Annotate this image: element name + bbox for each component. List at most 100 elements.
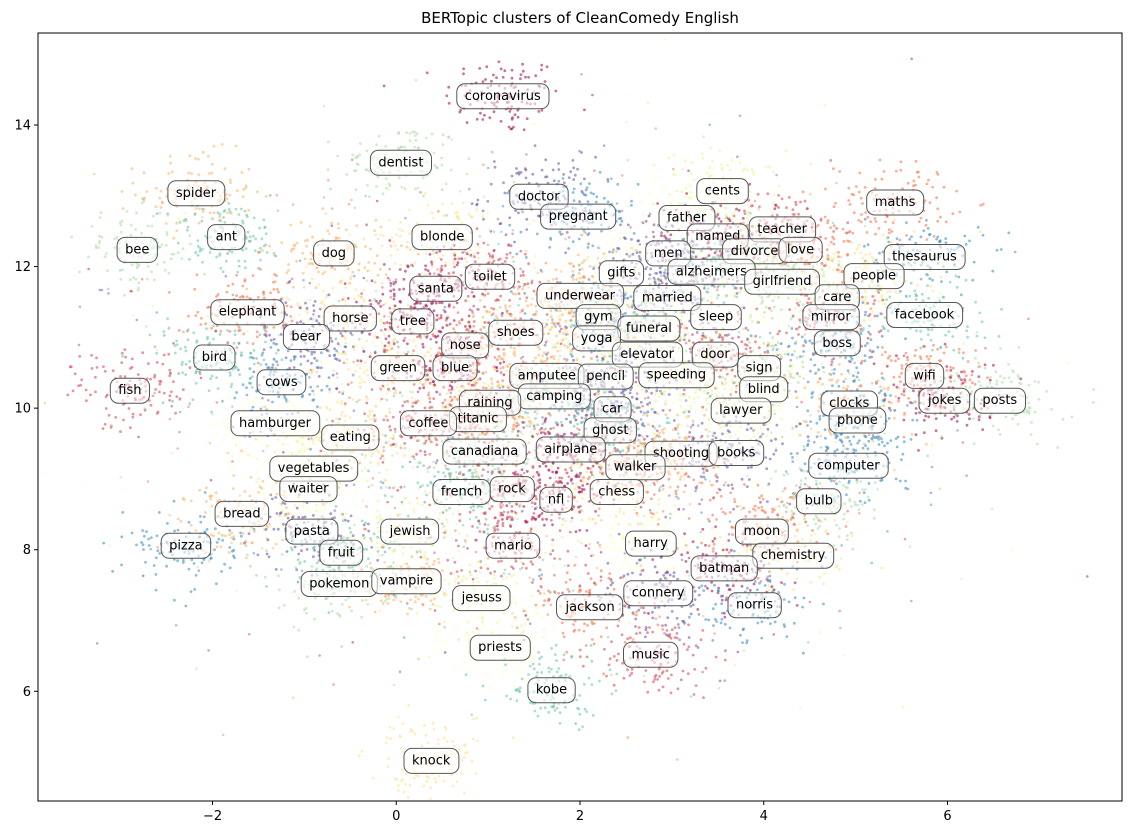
scatter-point: [326, 229, 330, 233]
scatter-point: [152, 214, 155, 218]
scatter-point: [551, 168, 555, 172]
scatter-point: [510, 68, 514, 72]
scatter-point: [951, 335, 955, 338]
scatter-point: [559, 232, 563, 236]
scatter-point: [310, 361, 313, 365]
scatter-point: [356, 363, 359, 367]
scatter-point: [479, 328, 483, 332]
scatter-point: [545, 65, 549, 69]
scatter-point: [641, 253, 645, 256]
scatter-point: [268, 244, 271, 248]
scatter-point: [684, 349, 688, 353]
scatter-point: [746, 300, 750, 304]
scatter-point: [428, 253, 432, 256]
scatter-point: [758, 205, 761, 209]
scatter-point: [434, 301, 438, 305]
scatter-point: [800, 335, 804, 339]
scatter-point: [952, 348, 956, 352]
scatter-point: [1000, 307, 1003, 311]
scatter-point: [446, 392, 449, 395]
scatter-point: [723, 294, 726, 298]
scatter-point: [672, 199, 676, 203]
scatter-point: [197, 157, 200, 161]
scatter-point: [925, 218, 928, 222]
scatter-point: [731, 336, 734, 340]
scatter-point: [752, 305, 755, 309]
scatter-point: [606, 241, 610, 245]
scatter-point: [855, 375, 859, 379]
scatter-point: [831, 258, 834, 262]
scatter-point: [467, 321, 471, 324]
scatter-point: [243, 209, 247, 213]
scatter-point: [380, 321, 384, 324]
scatter-point: [841, 270, 845, 273]
scatter-point: [685, 326, 689, 330]
scatter-point: [389, 289, 393, 293]
scatter-point: [786, 352, 790, 356]
scatter-point: [801, 190, 805, 194]
scatter-point: [895, 237, 899, 241]
scatter-point: [341, 389, 345, 393]
scatter-point: [472, 304, 476, 308]
scatter-point: [98, 239, 102, 243]
scatter-point: [688, 190, 692, 194]
scatter-point: [526, 282, 530, 286]
scatter-point: [490, 79, 493, 83]
scatter-point: [964, 243, 968, 246]
scatter-point: [784, 149, 788, 153]
scatter-point: [564, 263, 567, 267]
scatter-point: [292, 247, 296, 251]
scatter-point: [586, 246, 590, 249]
scatter-point: [821, 366, 825, 369]
scatter-point: [328, 354, 332, 358]
scatter-point: [712, 167, 716, 170]
scatter-point: [167, 271, 171, 275]
scatter-point: [868, 356, 872, 359]
scatter-point: [136, 264, 140, 268]
scatter-point: [883, 316, 887, 319]
scatter-point: [98, 216, 102, 219]
scatter-point: [859, 196, 863, 200]
scatter-point: [398, 268, 402, 271]
scatter-point: [317, 283, 321, 286]
scatter-point: [628, 287, 632, 291]
scatter-point: [717, 293, 720, 297]
scatter-point: [295, 321, 299, 325]
scatter-point: [963, 234, 967, 238]
scatter-point: [181, 247, 185, 251]
scatter-point: [508, 110, 512, 113]
scatter-point: [475, 227, 479, 231]
scatter-point: [853, 361, 856, 365]
scatter-point: [660, 281, 664, 285]
scatter-point: [253, 249, 257, 253]
scatter-point: [483, 305, 486, 309]
scatter-point: [408, 247, 412, 251]
scatter-point: [176, 241, 180, 245]
scatter-point: [103, 255, 107, 259]
scatter-point: [827, 266, 831, 270]
scatter-point: [660, 234, 663, 238]
scatter-point: [803, 199, 807, 203]
scatter-point: [540, 63, 544, 67]
scatter-point: [259, 246, 262, 250]
scatter-point: [282, 323, 286, 327]
scatter-point: [181, 371, 185, 375]
scatter-point: [430, 211, 434, 215]
scatter-point: [578, 276, 582, 280]
scatter-point: [456, 216, 459, 220]
scatter-point: [339, 281, 342, 285]
scatter-point: [863, 359, 867, 363]
scatter-point: [97, 241, 101, 245]
scatter-point: [762, 315, 766, 319]
scatter-point: [549, 315, 553, 319]
scatter-point: [839, 255, 843, 259]
scatter-point: [369, 247, 372, 251]
scatter-point: [721, 375, 724, 379]
scatter-point: [565, 330, 568, 334]
scatter-point: [561, 313, 564, 317]
scatter-point: [450, 202, 454, 206]
scatter-point: [576, 167, 579, 171]
scatter-point: [544, 158, 548, 162]
scatter-point: [665, 282, 668, 286]
scatter-point: [635, 248, 638, 252]
